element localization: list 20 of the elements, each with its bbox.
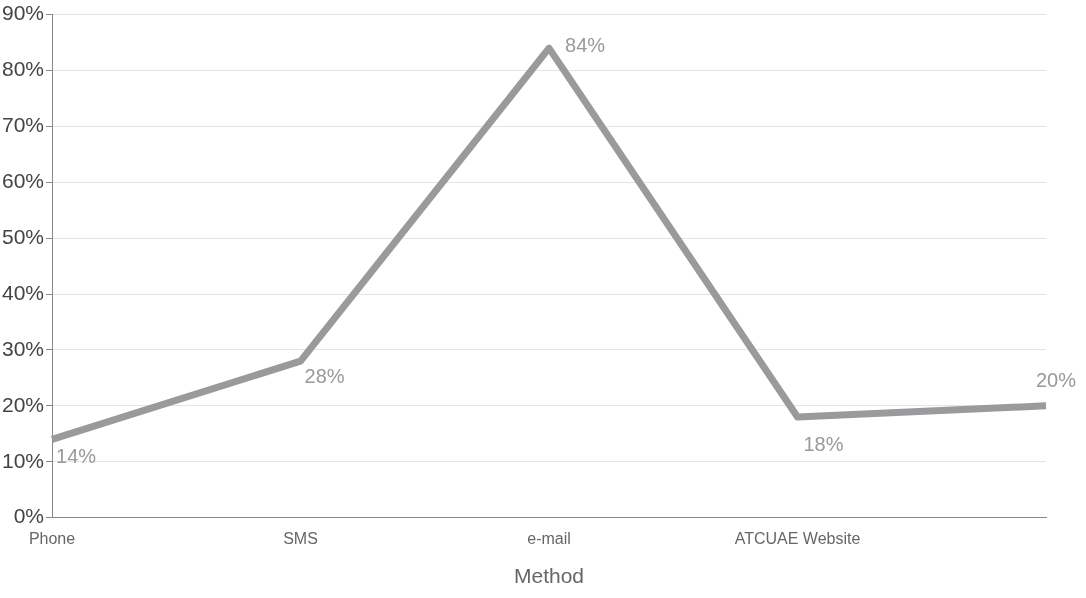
text: 84% (565, 33, 606, 56)
x-tick-label: Phone (28, 529, 76, 547)
x-tick-label: e-mail (527, 529, 571, 547)
text: 28% (304, 364, 345, 387)
x-axis-title: Method (513, 564, 585, 588)
y-tick-label: 40% (2, 280, 45, 304)
x-tick-label: SMS (283, 529, 318, 547)
y-tick-label: 30% (2, 336, 45, 360)
text: 20% (1035, 369, 1077, 392)
y-tick-label: 20% (2, 392, 45, 416)
y-tick-label: 80% (2, 57, 45, 81)
text: 18% (803, 432, 844, 455)
y-tick-label: 70% (2, 113, 45, 137)
y-tick-label: 0% (13, 504, 45, 528)
y-tick-label: 60% (2, 169, 45, 193)
text: 14% (56, 444, 97, 467)
y-tick-label: 50% (2, 224, 45, 248)
y-tick-label: 10% (2, 448, 45, 472)
y-tick-label: 90% (2, 1, 45, 25)
x-tick-label: ATCUAE Website (734, 529, 861, 547)
